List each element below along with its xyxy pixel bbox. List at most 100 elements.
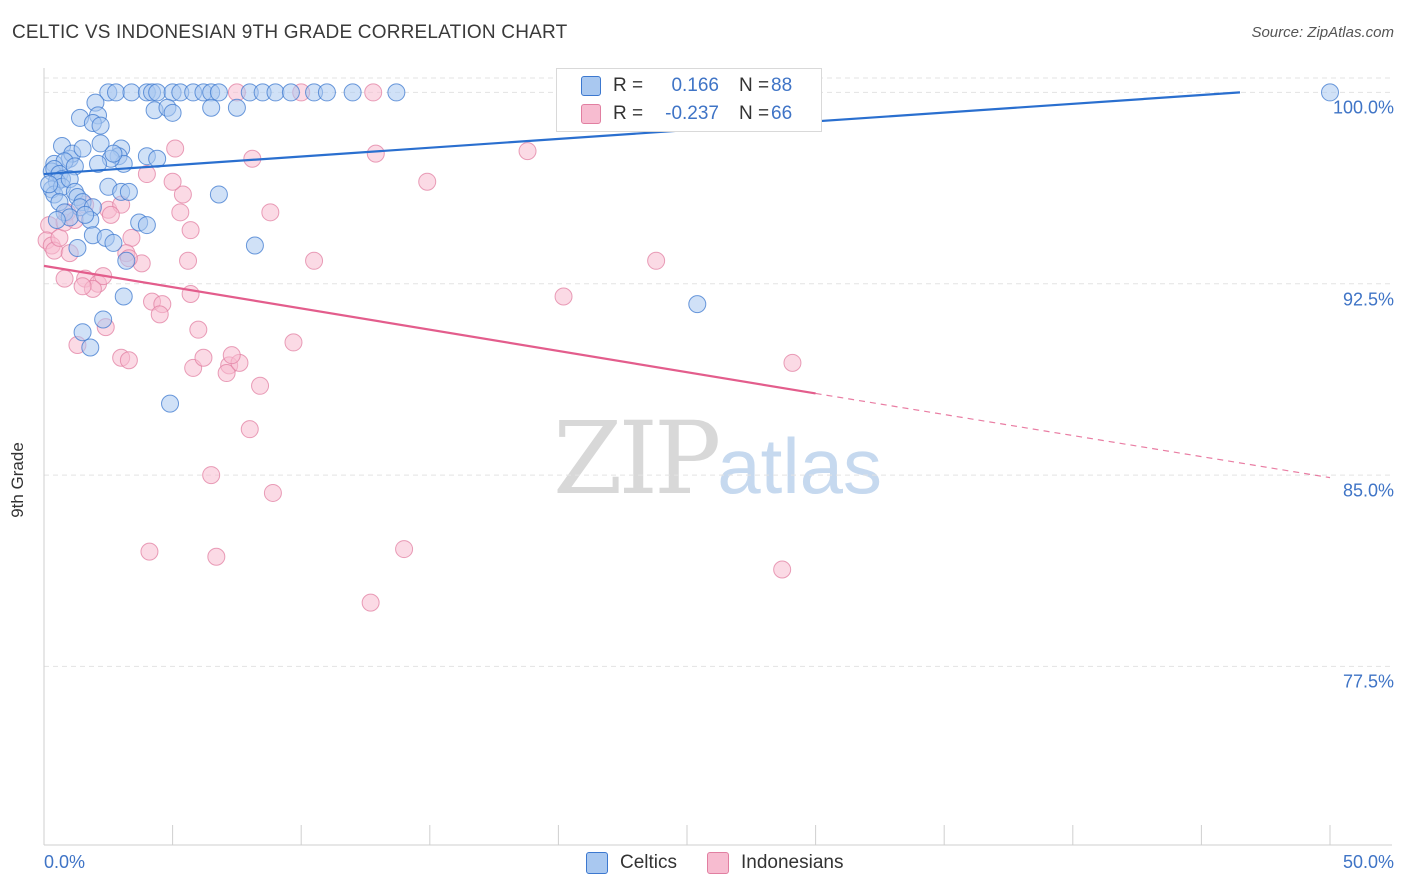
indonesians-point bbox=[364, 83, 383, 102]
indonesians-point bbox=[647, 251, 666, 270]
indonesians-point bbox=[305, 251, 324, 270]
celtics-point bbox=[209, 185, 228, 204]
celtics-point bbox=[209, 83, 228, 102]
legend-label-indonesians: Indonesians bbox=[741, 852, 844, 873]
indonesians-point bbox=[137, 165, 156, 184]
indonesians-trend-extension bbox=[815, 392, 1331, 479]
gridlines bbox=[44, 77, 1392, 667]
celtics-points bbox=[40, 83, 1339, 413]
indonesians-point bbox=[163, 172, 182, 191]
watermark-atlas: atlas bbox=[717, 422, 883, 510]
celtics-point bbox=[117, 251, 136, 270]
celtics-point bbox=[107, 83, 126, 102]
indonesians-point bbox=[240, 420, 259, 439]
celtics-point bbox=[317, 83, 336, 102]
celtics-trend-line bbox=[43, 91, 1241, 176]
indonesians-swatch bbox=[707, 852, 730, 874]
legend-n-label: N = bbox=[739, 75, 770, 96]
legend-item-indonesians[interactable]: Indonesians bbox=[707, 852, 843, 874]
chart-title: CELTIC VS INDONESIAN 9TH GRADE CORRELATI… bbox=[12, 22, 568, 43]
celtics-point bbox=[266, 83, 285, 102]
legend-r-value: -0.237 bbox=[665, 103, 719, 124]
indonesians-point bbox=[119, 351, 138, 370]
celtics-point bbox=[202, 98, 221, 117]
indonesians-point bbox=[518, 142, 537, 161]
celtics-point bbox=[137, 216, 156, 235]
axes bbox=[43, 68, 1392, 846]
celtics-point bbox=[114, 287, 133, 306]
legend-r-label: R = bbox=[613, 75, 644, 96]
celtics-point bbox=[148, 149, 167, 168]
watermark: ZIPatlas bbox=[553, 400, 882, 517]
celtics-point bbox=[104, 233, 123, 252]
indonesians-point bbox=[101, 205, 120, 224]
indonesians-point bbox=[366, 144, 385, 163]
legend-item-celtics[interactable]: Celtics bbox=[586, 852, 677, 874]
legend-r-label: R = bbox=[613, 103, 644, 124]
indonesians-point bbox=[189, 320, 208, 339]
celtics-point bbox=[387, 83, 406, 102]
celtics-point bbox=[68, 239, 87, 258]
indonesians-point bbox=[171, 203, 190, 222]
indonesians-point bbox=[179, 251, 198, 270]
indonesians-point bbox=[783, 353, 802, 372]
indonesians-point bbox=[50, 228, 69, 247]
x-tick-max: 50.0% bbox=[1342, 852, 1394, 872]
indonesians-point bbox=[773, 560, 792, 579]
indonesians-point bbox=[251, 376, 270, 395]
celtics-point bbox=[73, 139, 92, 158]
indonesians-point bbox=[73, 277, 92, 296]
celtic-swatch bbox=[581, 76, 601, 96]
x-tick-min: 0.0% bbox=[44, 852, 86, 872]
legend-n-value: 88 bbox=[771, 75, 793, 96]
indonesians-point bbox=[122, 228, 141, 247]
celtics-point bbox=[94, 310, 113, 329]
celtics-point bbox=[1321, 83, 1339, 102]
indonesians-point bbox=[554, 287, 573, 306]
celtics-point bbox=[91, 116, 110, 135]
indonesians-trend-line bbox=[43, 264, 816, 395]
indonesians-point bbox=[361, 593, 380, 612]
celtics-point bbox=[343, 83, 362, 102]
indonesians-point bbox=[217, 364, 236, 383]
celtics-swatch bbox=[586, 852, 608, 874]
legend-label-celtics: Celtics bbox=[620, 852, 678, 873]
indonesians-point bbox=[140, 542, 159, 561]
celtics-point bbox=[281, 83, 300, 102]
celtics-point bbox=[81, 338, 100, 357]
indonesians-point bbox=[418, 172, 437, 191]
celtics-point bbox=[227, 98, 246, 117]
legend-row-indonesian: R = -0.237 N = 66 bbox=[581, 101, 792, 127]
y-tick-label: 77.5% bbox=[1342, 671, 1394, 692]
celtics-point bbox=[47, 210, 66, 229]
celtics-point bbox=[89, 154, 108, 173]
indonesians-point bbox=[395, 540, 414, 559]
source-credit: Source: ZipAtlas.com bbox=[1251, 24, 1394, 41]
celtics-point bbox=[161, 394, 180, 413]
indonesians-point bbox=[181, 221, 200, 240]
celtics-point bbox=[122, 83, 141, 102]
celtics-point bbox=[688, 295, 707, 314]
indonesians-point bbox=[181, 284, 200, 303]
celtics-point bbox=[76, 205, 95, 224]
watermark-zip: ZIP bbox=[553, 400, 721, 517]
indonesians-point bbox=[261, 203, 280, 222]
legend-n-label: N = bbox=[739, 103, 770, 124]
indonesians-point bbox=[202, 466, 221, 485]
indonesians-point bbox=[173, 185, 192, 204]
celtics-point bbox=[40, 175, 59, 194]
indonesians-point bbox=[263, 483, 282, 502]
trend-lines bbox=[43, 91, 1331, 479]
legend-row-celtic: R = 0.166 N = 88 bbox=[581, 73, 792, 99]
y-tick-label: 92.5% bbox=[1342, 289, 1394, 310]
celtics-point bbox=[91, 134, 110, 153]
y-tick-label: 85.0% bbox=[1342, 480, 1394, 501]
indonesians-point bbox=[150, 305, 169, 324]
y-tick-label: 100.0% bbox=[1332, 97, 1394, 118]
celtics-point bbox=[148, 83, 167, 102]
celtics-point bbox=[119, 182, 138, 201]
celtics-point bbox=[73, 323, 92, 342]
celtics-point bbox=[104, 144, 123, 163]
legend-n-value: 66 bbox=[771, 103, 793, 124]
